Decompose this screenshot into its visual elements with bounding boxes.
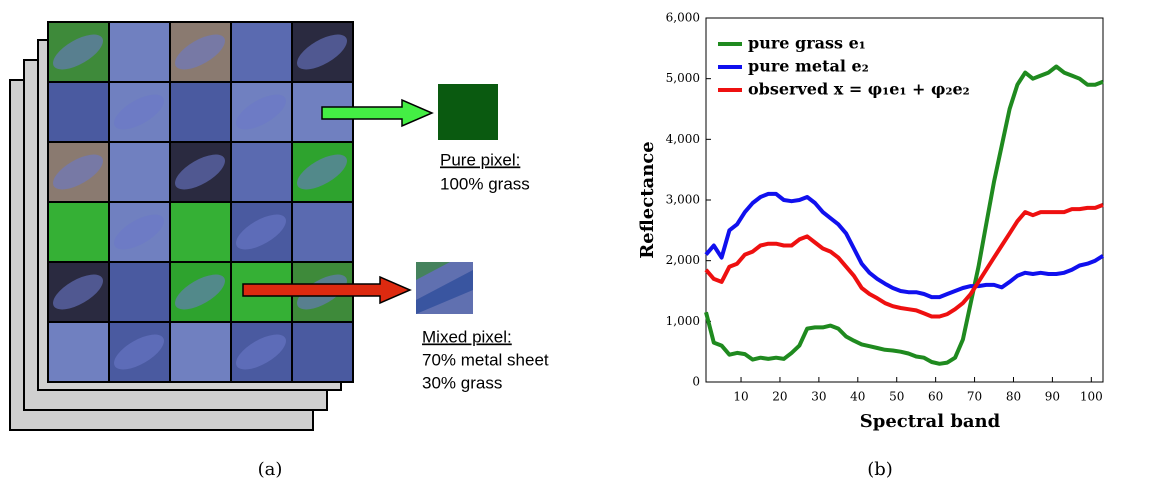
image-blob	[114, 334, 164, 370]
image-cell	[169, 81, 232, 143]
x-tick-label: 80	[1006, 390, 1021, 404]
image-cell	[108, 261, 171, 323]
y-axis-label: Reflectance	[637, 141, 658, 258]
legend-label: observed x = φ₁e₁ + φ₂e₂	[748, 80, 970, 99]
image-blob	[53, 34, 103, 70]
series-line	[704, 203, 1104, 319]
x-tick-label: 100	[1080, 390, 1103, 404]
x-axis-label: Spectral band	[860, 411, 1001, 432]
image-blob	[236, 214, 286, 250]
image-blob	[53, 154, 103, 190]
image-blob	[175, 34, 225, 70]
image-grid	[47, 21, 354, 383]
mixed-pixel-detail	[416, 270, 473, 314]
image-cell	[169, 201, 232, 263]
caption: (b)	[867, 459, 893, 480]
image-blob	[175, 154, 225, 190]
pure-pixel	[438, 84, 498, 140]
image-blob	[53, 274, 103, 310]
image-cell	[291, 201, 354, 263]
arrow	[242, 275, 412, 305]
mixed-pixel-detail	[416, 262, 450, 280]
mixed-line: 30% grass	[422, 373, 502, 392]
image-blob	[297, 34, 347, 70]
image-blob	[297, 154, 347, 190]
image-blob	[114, 94, 164, 130]
arrow	[321, 98, 434, 128]
y-tick-label: 3,000	[666, 193, 700, 207]
image-cell	[47, 201, 110, 263]
y-tick-label: 1,000	[666, 314, 700, 328]
x-tick-label: 50	[889, 390, 904, 404]
series-line	[704, 64, 1104, 366]
x-tick-label: 70	[967, 390, 982, 404]
image-blob	[236, 94, 286, 130]
image-cell	[108, 321, 171, 383]
x-tick-label: 10	[733, 390, 748, 404]
image-blob	[236, 334, 286, 370]
x-tick-label: 40	[850, 390, 865, 404]
x-tick-label: 30	[811, 390, 826, 404]
y-tick-label: 2,000	[666, 253, 700, 267]
pure-label: Pure pixel:	[440, 150, 520, 169]
legend-label: pure metal e₂	[748, 57, 869, 76]
y-tick-label: 0	[692, 375, 700, 389]
pure-desc: 100% grass	[440, 174, 530, 193]
image-cell	[230, 141, 293, 203]
x-tick-label: 60	[928, 390, 943, 404]
image-cell	[169, 321, 232, 383]
mixed-line: 70% metal sheet	[422, 350, 549, 369]
x-tick-label: 90	[1045, 390, 1060, 404]
image-cell	[230, 21, 293, 83]
legend-label: pure grass e₁	[748, 34, 866, 53]
image-cell	[108, 141, 171, 203]
y-tick-label: 6,000	[666, 11, 700, 25]
image-cell	[47, 321, 110, 383]
image-cell	[169, 261, 232, 323]
caption: (a)	[258, 459, 283, 480]
mixed-label: Mixed pixel:	[422, 327, 512, 346]
image-blob	[114, 214, 164, 250]
series-line	[704, 191, 1105, 300]
x-tick-label: 20	[772, 390, 787, 404]
image-blob	[175, 274, 225, 310]
y-tick-label: 4,000	[666, 132, 700, 146]
image-border	[47, 21, 354, 383]
image-cell	[47, 81, 110, 143]
plot-frame	[705, 17, 1104, 383]
image-cell	[108, 21, 171, 83]
image-cell	[291, 321, 354, 383]
y-tick-label: 5,000	[666, 71, 700, 85]
